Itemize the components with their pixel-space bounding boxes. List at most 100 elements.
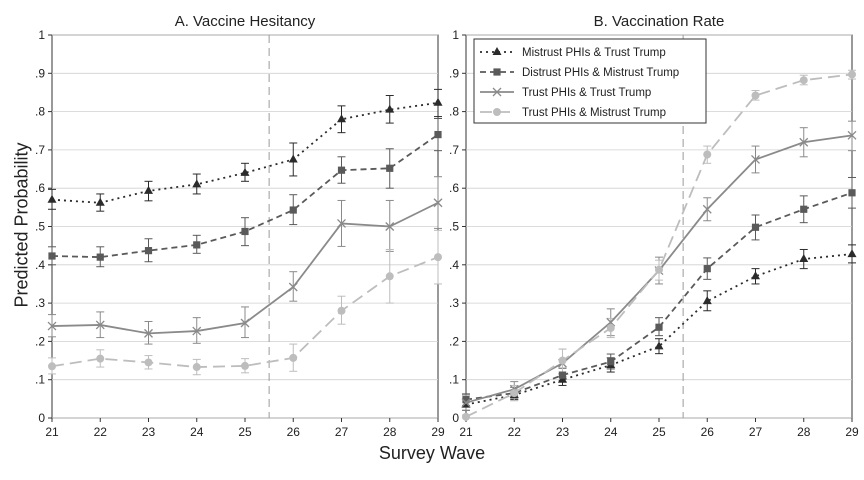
x-tick-label: 27 — [335, 425, 349, 439]
y-tick-label: .1 — [449, 373, 459, 387]
data-point-triangle — [337, 114, 346, 123]
data-point-x — [702, 204, 712, 214]
x-tick-label: 22 — [94, 425, 108, 439]
data-point-triangle — [654, 341, 664, 350]
series-line — [51, 101, 439, 204]
legend-box — [473, 38, 707, 124]
data-point-circle — [848, 70, 856, 79]
legend-entry-label: Trust PHIs & Mistrust Trump — [522, 107, 666, 119]
series-2-error-bars — [48, 117, 442, 268]
x-tick-label: 26 — [701, 425, 715, 439]
series-line — [465, 73, 853, 418]
data-point-square — [337, 166, 346, 174]
data-point-square — [703, 265, 711, 273]
x-tick-label: 28 — [383, 425, 397, 439]
x-tick-label: 23 — [556, 425, 570, 439]
chart-panel-2: 0 .1 .2 .3 .4 .5 .6 .7 .8 .9 1 21 22 23 24 25 26 27 28 29 B.… — [449, 13, 859, 439]
y-tick-label: .8 — [449, 105, 459, 119]
data-point-square — [607, 358, 615, 366]
y-tick-label: .7 — [35, 143, 45, 157]
y-tick-label: .3 — [449, 296, 459, 310]
data-point-triangle — [751, 271, 760, 280]
x-tick-label: 21 — [45, 425, 59, 439]
y-tick-label: .2 — [35, 334, 45, 348]
data-point-circle — [96, 354, 105, 363]
data-point-x — [288, 282, 298, 292]
y-tick-label: .7 — [449, 143, 459, 157]
data-point-triangle — [385, 104, 395, 113]
x-tick-label: 25 — [238, 425, 252, 439]
legend-entry-label: Distrust PHIs & Mistrust Trump — [522, 67, 679, 79]
x-tick-label: 29 — [431, 425, 445, 439]
data-point-circle — [751, 91, 760, 100]
y-tick-label: 0 — [452, 411, 459, 425]
series-line — [51, 256, 439, 368]
data-point-x — [95, 320, 105, 330]
data-point-square — [144, 247, 153, 255]
data-point-x — [192, 326, 202, 336]
y-tick-label: 0 — [38, 411, 45, 425]
data-point-circle — [337, 306, 346, 315]
y-tick-label: .6 — [35, 181, 45, 195]
data-point-square — [289, 206, 297, 214]
data-point-triangle — [847, 249, 857, 258]
legend-marker — [492, 47, 502, 55]
data-point-triangle — [192, 179, 202, 188]
data-point-circle — [703, 150, 712, 159]
data-point-x — [461, 398, 471, 408]
data-point-square — [193, 241, 201, 249]
data-point-triangle — [702, 296, 712, 305]
data-point-triangle — [433, 97, 443, 106]
y-tick-label: .6 — [449, 181, 459, 195]
data-point-square — [462, 396, 470, 404]
series-4-error-bars — [48, 229, 442, 376]
y-tick-label: .3 — [35, 296, 45, 310]
legend-marker — [492, 87, 502, 97]
data-point-x — [847, 130, 857, 140]
data-point-triangle — [144, 185, 153, 194]
y-tick-label: .5 — [449, 220, 459, 234]
y-tick-label: .8 — [35, 105, 45, 119]
data-point-circle — [434, 253, 442, 262]
data-point-x — [385, 222, 395, 231]
series-4-markers — [462, 70, 856, 421]
series-3-markers — [47, 198, 443, 338]
chart-title: A. Vaccine Hesitancy — [175, 13, 316, 30]
legend-marker — [493, 108, 501, 116]
y-tick-label: .9 — [35, 66, 45, 80]
x-tick-label: 24 — [604, 425, 618, 439]
data-point-square — [558, 371, 567, 379]
series-line — [465, 191, 853, 401]
data-point-circle — [558, 356, 567, 365]
data-point-x — [433, 198, 443, 208]
data-point-square — [655, 323, 663, 331]
x-tick-label: 23 — [142, 425, 156, 439]
legend-entry-label: Trust PHIs & Trust Trump — [522, 87, 651, 99]
legend: Mistrust PHIs & Trust Trump Distrust PHIs… — [473, 38, 707, 124]
y-tick-label: .1 — [35, 373, 45, 387]
data-point-circle — [192, 363, 201, 372]
series-line — [465, 253, 853, 406]
data-point-square — [386, 164, 394, 172]
x-tick-label: 22 — [508, 425, 522, 439]
series-1-markers — [47, 97, 443, 206]
chart-panel-1: 0 .1 .2 .3 .4 .5 .6 .7 .8 .9 1 21 22 23 24 25 26 27 28 29 A.… — [35, 13, 445, 439]
data-point-square — [751, 223, 760, 231]
data-point-circle — [289, 353, 298, 362]
data-point-circle — [462, 412, 470, 421]
x-tick-label: 26 — [287, 425, 301, 439]
data-point-square — [800, 205, 808, 213]
y-tick-label: .9 — [449, 66, 459, 80]
y-tick-label: .4 — [35, 258, 45, 272]
x-tick-label: 21 — [459, 425, 473, 439]
data-point-x — [240, 318, 250, 328]
data-point-x — [337, 218, 346, 228]
x-tick-label: 29 — [845, 425, 859, 439]
y-tick-label: 1 — [38, 28, 45, 42]
data-point-x — [606, 317, 616, 327]
series-2-markers — [48, 130, 442, 261]
data-point-circle — [144, 358, 153, 367]
legend-entry-label: Mistrust PHIs & Trust Trump — [522, 47, 666, 59]
data-point-circle — [241, 361, 249, 370]
